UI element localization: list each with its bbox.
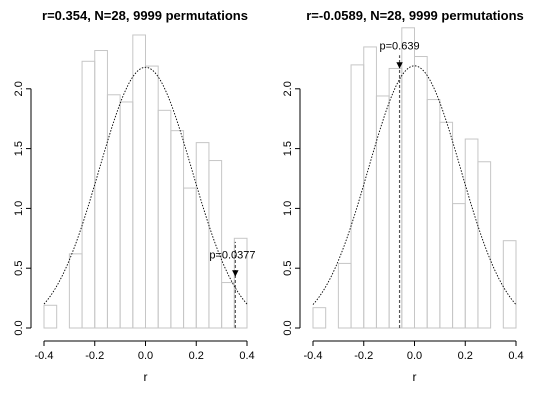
observed-marker: ▼ <box>394 59 405 71</box>
x-tick-label: -0.2 <box>354 350 373 362</box>
x-axis-title: r <box>144 370 148 384</box>
y-tick-label: 0.5 <box>282 261 294 276</box>
y-tick-label: 2.0 <box>13 81 25 96</box>
y-tick-label: 1.0 <box>282 201 294 216</box>
chart-title: r=0.354, N=28, 9999 permutations <box>42 8 248 23</box>
x-tick-label: 0.4 <box>508 350 523 362</box>
chart-title: r=-0.0589, N=28, 9999 permutations <box>306 8 524 23</box>
observed-marker: ▼ <box>230 268 241 280</box>
x-axis-title: r <box>413 370 417 384</box>
y-tick-label: 0.0 <box>13 320 25 335</box>
histogram-bar <box>477 161 492 329</box>
histogram-bar <box>312 307 327 329</box>
y-tick-label: 0.5 <box>13 261 25 276</box>
normal-density-curve <box>43 66 248 305</box>
x-tick-label: 0.0 <box>407 350 422 362</box>
panel-2: ▼ p=0.639 -0.4 -0.2 0.0 0.2 0.4 0.0 0.5 1.0 1.5 2.0… <box>282 8 524 384</box>
y-tick-label: 0.0 <box>282 320 294 335</box>
y-tick-label: 1.5 <box>13 141 25 156</box>
histogram-bar <box>233 237 248 329</box>
histogram-bar <box>208 160 223 329</box>
y-tick-label: 1.0 <box>13 201 25 216</box>
x-tick-label: 0.2 <box>189 350 204 362</box>
histogram-bar <box>43 304 58 329</box>
x-tick-label: -0.4 <box>304 350 323 362</box>
x-tick-label: 0.4 <box>239 350 254 362</box>
x-tick-label: -0.4 <box>35 350 54 362</box>
x-tick-label: 0.0 <box>138 350 153 362</box>
x-tick-label: -0.2 <box>85 350 104 362</box>
histogram-bar <box>502 240 517 329</box>
panel-1: ▼ p=0.0377 -0.4 -0.2 0.0 0.2 0.4 0.0 0.5 1.0 1.5 2.… <box>13 8 256 384</box>
x-tick-label: 0.2 <box>458 350 473 362</box>
p-value-label: p=0.0377 <box>209 250 255 262</box>
y-tick-label: 1.5 <box>282 141 294 156</box>
p-value-label: p=0.639 <box>380 40 420 52</box>
y-tick-label: 2.0 <box>282 81 294 96</box>
